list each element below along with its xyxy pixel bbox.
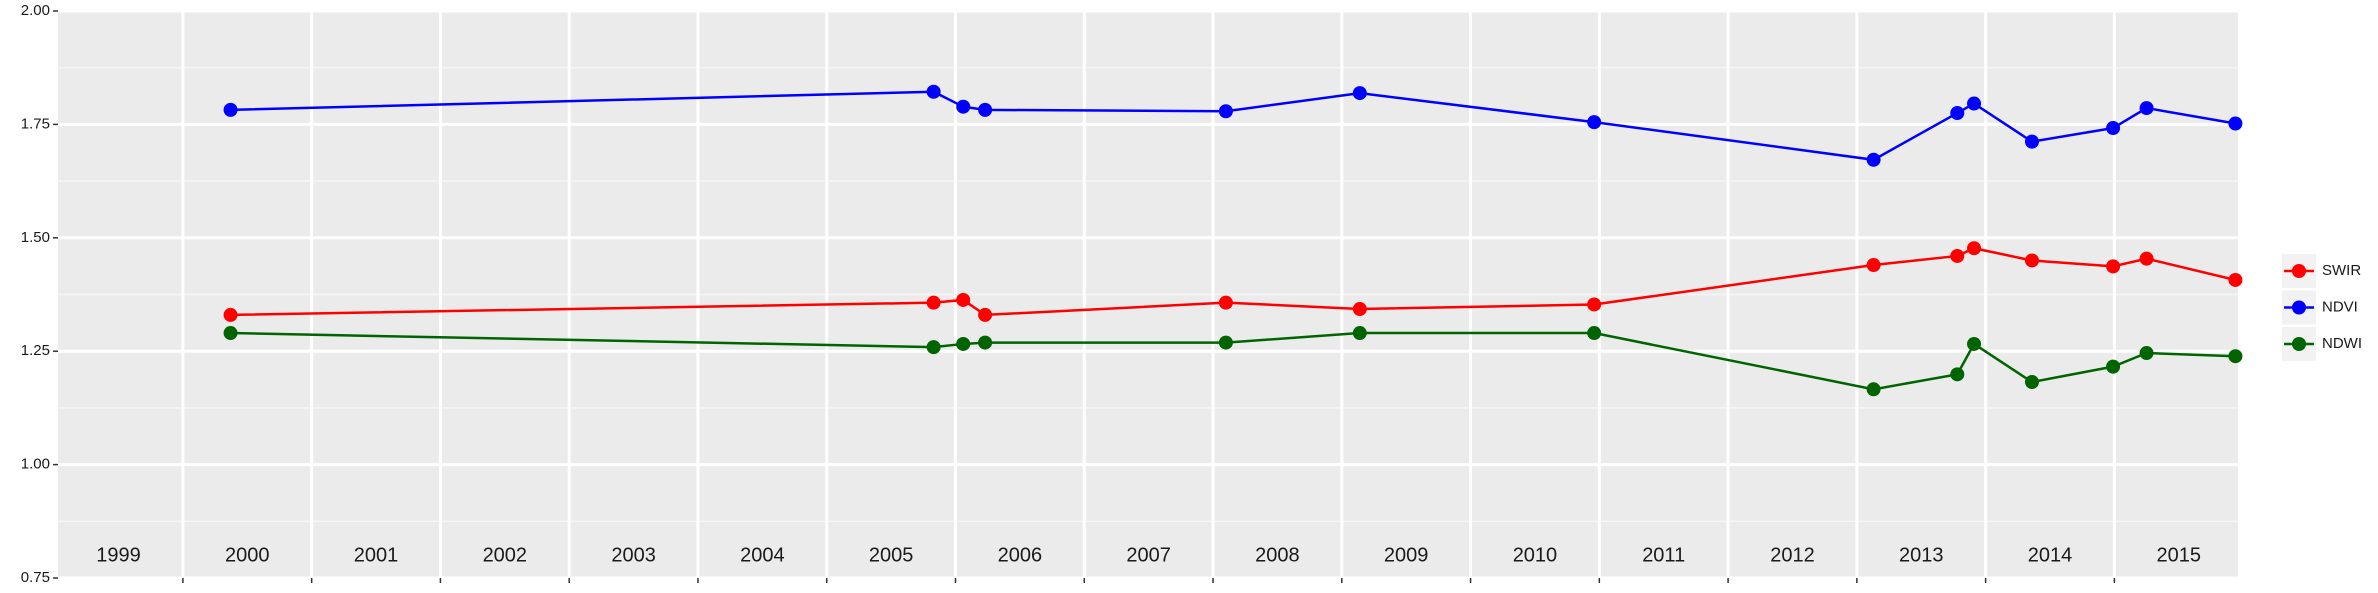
year-label: 2011 bbox=[1642, 544, 1685, 566]
point bbox=[2228, 116, 2243, 131]
year-label: 2009 bbox=[1384, 544, 1429, 566]
point bbox=[1866, 152, 1881, 167]
year-label: 2013 bbox=[1899, 544, 1944, 566]
y-tick-label: 0.75 bbox=[21, 569, 50, 586]
legend-point bbox=[2292, 337, 2306, 351]
point bbox=[1587, 326, 1602, 341]
legend-label: NDVI bbox=[2322, 298, 2358, 315]
point bbox=[223, 102, 238, 117]
point bbox=[2106, 121, 2121, 136]
point bbox=[1866, 382, 1881, 397]
point bbox=[2228, 349, 2243, 364]
y-tick-label: 1.50 bbox=[21, 229, 50, 246]
legend-point bbox=[2292, 300, 2306, 315]
point bbox=[2106, 259, 2121, 274]
y-tick-label: 1.00 bbox=[21, 456, 50, 473]
point bbox=[978, 307, 993, 322]
point bbox=[1587, 297, 1602, 312]
legend-label: SWIR bbox=[2322, 262, 2361, 279]
point bbox=[2024, 375, 2039, 390]
year-label: 2000 bbox=[225, 544, 270, 566]
point bbox=[1950, 248, 1965, 263]
point bbox=[1218, 104, 1233, 119]
point bbox=[1352, 302, 1367, 317]
point bbox=[2106, 359, 2121, 374]
legend-label: NDWI bbox=[2322, 335, 2362, 352]
y-tick-label: 2.00 bbox=[21, 2, 50, 19]
year-label: 2004 bbox=[740, 544, 785, 566]
point bbox=[2024, 253, 2039, 268]
year-label: 2014 bbox=[2028, 544, 2073, 566]
point bbox=[1352, 86, 1367, 101]
point bbox=[2139, 101, 2154, 116]
point bbox=[978, 102, 993, 117]
point bbox=[223, 307, 238, 322]
point bbox=[956, 336, 971, 351]
point bbox=[2139, 346, 2154, 361]
point bbox=[1967, 336, 1982, 351]
year-label: 2008 bbox=[1255, 544, 1300, 566]
year-label: 2003 bbox=[611, 544, 656, 566]
point bbox=[1218, 335, 1233, 350]
y-tick-label: 1.75 bbox=[21, 115, 50, 132]
point bbox=[1950, 106, 1965, 121]
year-label: 2006 bbox=[998, 544, 1043, 566]
year-label: 2001 bbox=[354, 544, 399, 566]
year-label: 2005 bbox=[869, 544, 914, 566]
point bbox=[1950, 367, 1965, 382]
year-label: 2015 bbox=[2157, 544, 2202, 566]
point bbox=[223, 326, 238, 341]
point bbox=[1866, 258, 1881, 273]
year-label: 2002 bbox=[483, 544, 528, 566]
point bbox=[1587, 115, 1602, 130]
point bbox=[926, 295, 941, 310]
point bbox=[2139, 251, 2154, 266]
point bbox=[956, 99, 971, 114]
point bbox=[2228, 272, 2243, 287]
year-label: 2007 bbox=[1126, 544, 1171, 566]
year-label: 1999 bbox=[96, 544, 141, 566]
point bbox=[1352, 326, 1367, 341]
legend-point bbox=[2292, 264, 2306, 278]
point bbox=[1967, 96, 1982, 111]
point bbox=[926, 84, 941, 99]
year-label: 2012 bbox=[1770, 544, 1815, 566]
y-tick-label: 1.25 bbox=[21, 342, 50, 359]
point bbox=[978, 335, 993, 350]
point bbox=[926, 340, 941, 355]
point bbox=[1218, 295, 1233, 310]
year-label: 2010 bbox=[1513, 544, 1558, 566]
point bbox=[1967, 241, 1982, 256]
point bbox=[956, 292, 971, 307]
point bbox=[2024, 134, 2039, 149]
